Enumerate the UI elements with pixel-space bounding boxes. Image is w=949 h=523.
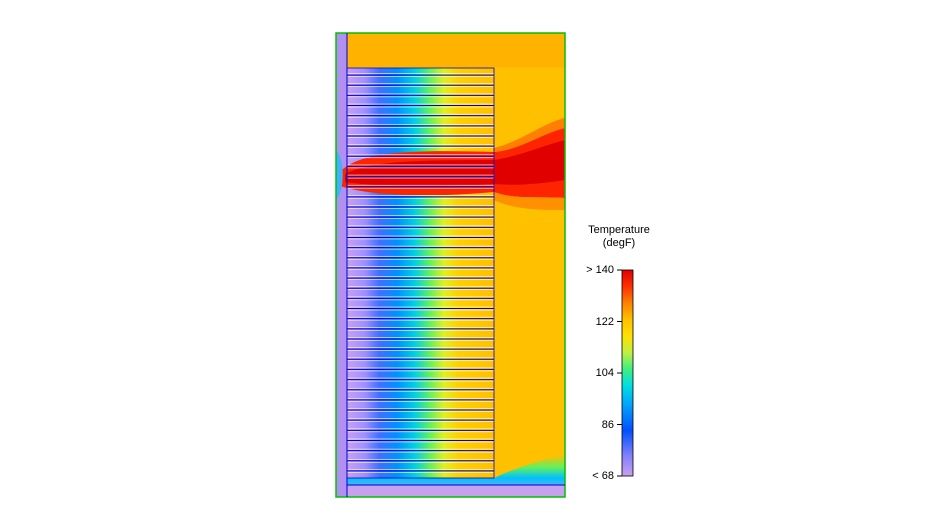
fin-region [347,68,494,478]
legend-tick-label: 122 [595,315,614,328]
top-plenum [347,33,565,67]
legend-title-line2: (degF) [602,237,636,249]
legend-tick-label: > 140 [586,264,614,276]
legend-title-line1: Temperature [588,224,650,236]
hot-plume-edge-lower [494,192,565,210]
housing-border [335,32,566,498]
legend-tick-marks [617,269,622,477]
fin-array [346,67,495,479]
base-plate [336,33,347,497]
legend-colorbar [621,269,634,477]
hot-plume-core [345,140,565,187]
inlet-jet [336,150,343,200]
legend-title: Temperature (degF) [574,224,664,250]
legend-tick-label: < 68 [592,470,614,482]
hot-plume-edge [494,118,565,152]
bottom-strip [347,485,565,497]
legend-tick-label: 104 [595,367,614,379]
legend-tick-label: 86 [601,418,614,431]
